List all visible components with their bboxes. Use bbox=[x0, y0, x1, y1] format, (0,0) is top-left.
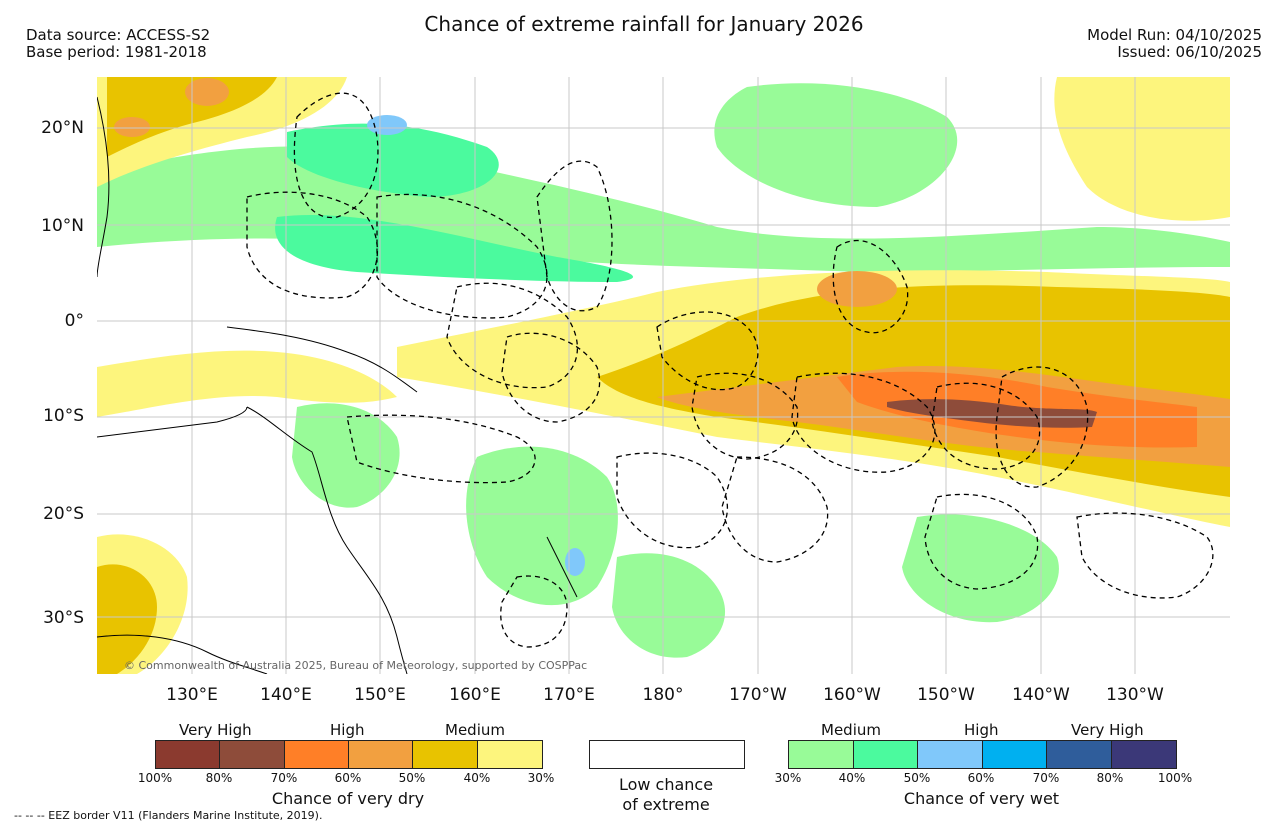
wet-swatch-3 bbox=[918, 741, 983, 768]
dry-patch-west bbox=[97, 350, 397, 417]
wet-swatch-2 bbox=[854, 741, 918, 768]
low-chance-line1: Low chance bbox=[618, 775, 714, 794]
wet-tick: 80% bbox=[1096, 771, 1124, 785]
dry-swatch-2 bbox=[220, 741, 285, 768]
wet-legend-title: Chance of very wet bbox=[903, 789, 1060, 808]
lat-label-10n: 10°N bbox=[41, 216, 84, 236]
lon-label-150w: 150°W bbox=[917, 685, 975, 705]
wet-swatch-5 bbox=[1047, 741, 1112, 768]
dry-label-high: High bbox=[330, 721, 365, 739]
dry-spot-equator bbox=[817, 271, 897, 307]
wet-label-medium: Medium bbox=[821, 721, 881, 739]
wet-spot-blue bbox=[367, 115, 407, 135]
dry-label-medium: Medium bbox=[445, 721, 505, 739]
coastlines bbox=[97, 96, 578, 674]
dry-label-very-high: Very High bbox=[179, 721, 252, 739]
copyright-text: © Commonwealth of Australia 2025, Bureau… bbox=[124, 659, 588, 672]
lon-label-170e: 170°E bbox=[543, 685, 595, 705]
lon-label-160w: 160°W bbox=[823, 685, 881, 705]
wet-tick: 40% bbox=[838, 771, 866, 785]
wet-tick: 50% bbox=[903, 771, 931, 785]
dry-colorbar bbox=[155, 740, 543, 769]
wet-tick: 60% bbox=[967, 771, 995, 785]
dry-tick: 100% bbox=[137, 771, 173, 785]
coast-australia-north bbox=[97, 406, 248, 438]
lon-label-160e: 160°E bbox=[449, 685, 501, 705]
wet-band-north-mid bbox=[275, 215, 634, 282]
graticule bbox=[97, 77, 1230, 674]
wet-swatch-1 bbox=[789, 741, 854, 768]
dry-tick: 80% bbox=[205, 771, 233, 785]
dry-tick: 40% bbox=[463, 771, 491, 785]
dry-tick: 70% bbox=[270, 771, 298, 785]
wet-colorbar bbox=[788, 740, 1177, 769]
coast-philippines bbox=[97, 96, 110, 278]
lat-label-30s: 30°S bbox=[43, 608, 84, 628]
rainfall-map bbox=[97, 77, 1230, 674]
lat-label-20s: 20°S bbox=[43, 504, 84, 524]
wet-tick: 30% bbox=[774, 771, 802, 785]
wet-patch-ne bbox=[714, 83, 958, 207]
coast-australia bbox=[246, 406, 408, 674]
dry-tick: 30% bbox=[527, 771, 555, 785]
dry-swatch-3 bbox=[285, 741, 349, 768]
dry-spot-nw2 bbox=[114, 117, 150, 137]
low-chance-label: Low chance of extreme bbox=[589, 775, 743, 815]
wet-patch-south-2 bbox=[612, 553, 726, 658]
lon-label-130w: 130°W bbox=[1106, 685, 1164, 705]
map-title: Chance of extreme rainfall for January 2… bbox=[424, 12, 864, 36]
wet-label-very-high: Very High bbox=[1071, 721, 1144, 739]
dry-spot-nw bbox=[185, 78, 229, 106]
wet-tick: 100% bbox=[1157, 771, 1193, 785]
dry-swatch-5 bbox=[413, 741, 478, 768]
lat-label-0: 0° bbox=[64, 311, 84, 331]
dry-swatch-4 bbox=[349, 741, 413, 768]
lat-label-10s: 10°S bbox=[43, 406, 84, 426]
low-chance-swatch bbox=[589, 740, 745, 769]
lon-label-150e: 150°E bbox=[354, 685, 406, 705]
dry-patch-ne bbox=[1054, 77, 1230, 221]
dry-band-extreme bbox=[887, 399, 1097, 428]
lon-label-180: 180° bbox=[642, 685, 684, 705]
run-info-block: Model Run: 04/10/2025 Issued: 06/10/2025 bbox=[1087, 27, 1262, 61]
dry-patch-sw-mid bbox=[97, 564, 157, 674]
wet-band-north-core bbox=[287, 123, 499, 197]
wet-swatch-6 bbox=[1112, 741, 1176, 768]
data-source-text: Data source: ACCESS-S2 bbox=[26, 26, 211, 44]
wet-patch-south-3 bbox=[902, 514, 1059, 623]
low-chance-line2: of extreme bbox=[622, 795, 710, 814]
base-period-text: Base period: 1981-2018 bbox=[26, 43, 207, 61]
lon-label-130e: 130°E bbox=[166, 685, 218, 705]
dry-swatch-6 bbox=[478, 741, 542, 768]
dry-legend-title: Chance of very dry bbox=[271, 789, 425, 808]
wet-label-high: High bbox=[964, 721, 999, 739]
model-run-text: Model Run: 04/10/2025 bbox=[1087, 26, 1262, 44]
dry-tick: 60% bbox=[334, 771, 362, 785]
issued-text: Issued: 06/10/2025 bbox=[1117, 43, 1262, 61]
data-source-block: Data source: ACCESS-S2 Base period: 1981… bbox=[26, 27, 210, 61]
coast-southern-aus bbox=[97, 634, 268, 674]
eez-borders bbox=[246, 92, 1214, 648]
dry-tick: 50% bbox=[398, 771, 426, 785]
eez-note: -- -- -- EEZ border V11 (Flanders Marine… bbox=[14, 809, 323, 822]
wet-swatch-4 bbox=[983, 741, 1047, 768]
coast-new-guinea bbox=[226, 326, 418, 393]
lon-label-140w: 140°W bbox=[1012, 685, 1070, 705]
lat-label-20n: 20°N bbox=[41, 118, 84, 138]
wet-spot-south-blue bbox=[565, 548, 585, 576]
wet-patch-west-coral bbox=[292, 403, 400, 508]
lon-label-170w: 170°W bbox=[729, 685, 787, 705]
wet-tick: 70% bbox=[1032, 771, 1060, 785]
lon-label-140e: 140°E bbox=[260, 685, 312, 705]
map-canvas bbox=[97, 77, 1230, 674]
coast-new-zealand bbox=[546, 536, 578, 598]
dry-swatch-1 bbox=[156, 741, 220, 768]
